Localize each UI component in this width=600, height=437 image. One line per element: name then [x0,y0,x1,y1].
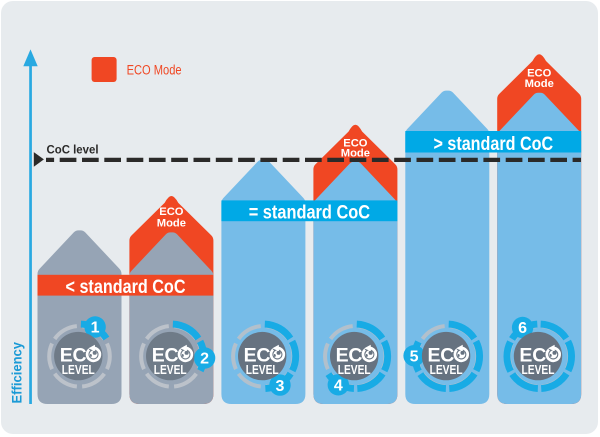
svg-text:= standard CoC: = standard CoC [249,202,370,224]
svg-text:ECO: ECO [527,68,552,80]
svg-text:2: 2 [200,351,209,368]
svg-text:LEVEL: LEVEL [154,362,187,377]
svg-text:EC: EC [519,344,546,366]
svg-text:ECO: ECO [159,206,184,218]
svg-text:Efficiency: Efficiency [10,342,25,404]
svg-text:ECO: ECO [343,138,368,150]
svg-text:CoC level: CoC level [47,143,99,157]
svg-text:LEVEL: LEVEL [522,362,555,377]
svg-text:< standard CoC: < standard CoC [66,276,186,298]
svg-text:EC: EC [60,344,87,366]
svg-text:LEVEL: LEVEL [246,362,279,377]
svg-text:> standard CoC: > standard CoC [433,133,553,155]
svg-text:EC: EC [428,344,455,366]
svg-text:6: 6 [518,320,527,337]
svg-text:LEVEL: LEVEL [62,362,95,377]
svg-text:EC: EC [152,344,179,366]
svg-text:EC: EC [336,344,363,366]
svg-text:ECO Mode: ECO Mode [127,63,182,78]
svg-text:Mode: Mode [525,78,554,90]
svg-text:3: 3 [276,378,285,395]
svg-text:LEVEL: LEVEL [430,362,463,377]
svg-text:Mode: Mode [157,217,186,229]
svg-text:Mode: Mode [341,147,370,159]
svg-text:EC: EC [244,344,271,366]
svg-text:4: 4 [334,378,343,395]
svg-text:1: 1 [91,320,100,337]
svg-text:5: 5 [410,348,419,365]
svg-text:LEVEL: LEVEL [338,362,371,377]
